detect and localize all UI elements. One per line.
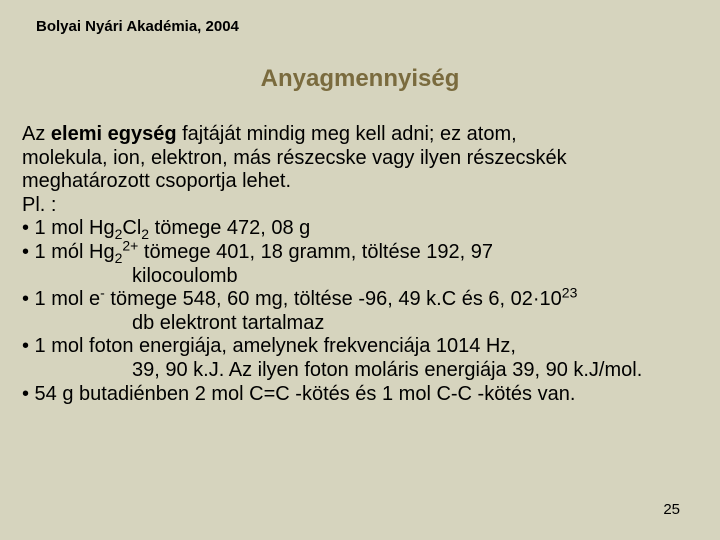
bullet-3-cont: db elektront tartalmaz bbox=[22, 312, 698, 336]
slide-title: Anyagmennyiség bbox=[22, 65, 698, 93]
bullet-2-cont: kilocoulomb bbox=[22, 265, 698, 289]
subscript: 2 bbox=[141, 226, 149, 242]
mu-symbol: m bbox=[255, 288, 272, 310]
page-number: 25 bbox=[663, 501, 680, 518]
bullet-2: • 1 mól Hg22+ tömege 401, 18 gramm, tölt… bbox=[22, 241, 698, 265]
text: Cl bbox=[122, 217, 141, 239]
paragraph-line-4: Pl. : bbox=[22, 194, 698, 218]
body-text: Az elemi egység fajtáját mindig meg kell… bbox=[22, 123, 698, 406]
text: g, töltése -96, 49 k.C és 6, 02·10 bbox=[272, 288, 562, 310]
slide: Bolyai Nyári Akadémia, 2004 Anyagmennyis… bbox=[0, 0, 720, 540]
bullet-4: • 1 mol foton energiája, amelynek frekve… bbox=[22, 335, 698, 359]
text: tömege 548, 60 bbox=[105, 288, 255, 310]
paragraph-line-1: Az elemi egység fajtáját mindig meg kell… bbox=[22, 123, 698, 147]
text: • 1 mol Hg bbox=[22, 217, 115, 239]
bullet-5: • 54 g butadiénben 2 mol C=C -kötés és 1… bbox=[22, 383, 698, 407]
text: • 1 mol e bbox=[22, 288, 100, 310]
text: fajtáját mindig meg kell adni; ez atom, bbox=[177, 123, 517, 145]
superscript: 2+ bbox=[122, 237, 138, 253]
bullet-3: • 1 mol e- tömege 548, 60 mg, töltése -9… bbox=[22, 288, 698, 312]
paragraph-line-3: meghatározott csoportja lehet. bbox=[22, 170, 698, 194]
text: Az bbox=[22, 123, 51, 145]
bold-term: elemi egység bbox=[51, 123, 177, 145]
bullet-4-cont: 39, 90 k.J. Az ilyen foton moláris energ… bbox=[22, 359, 698, 383]
text: tömege 401, 18 gramm, töltése 192, 97 bbox=[138, 241, 493, 263]
header-text: Bolyai Nyári Akadémia, 2004 bbox=[36, 18, 698, 35]
superscript: 23 bbox=[562, 285, 578, 301]
text: • 1 mól Hg bbox=[22, 241, 115, 263]
text: tömege 472, 08 g bbox=[149, 217, 310, 239]
paragraph-line-2: molekula, ion, elektron, más részecske v… bbox=[22, 147, 698, 171]
